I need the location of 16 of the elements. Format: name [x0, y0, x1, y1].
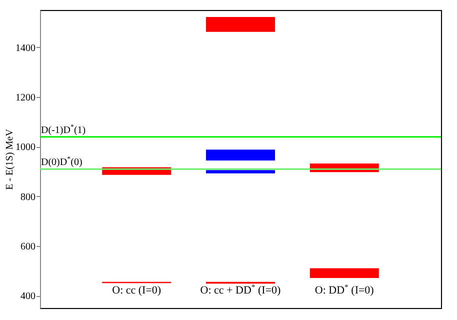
y-tick-label: 1000: [16, 142, 36, 154]
y-tick-label: 600: [20, 241, 36, 252]
bar: [206, 150, 275, 160]
bar: [310, 268, 379, 278]
y-axis-title: E - E(1S) MeV: [4, 128, 16, 190]
x-tick-label: O: cc + DD$^{*}$ (I=0): [200, 282, 282, 296]
y-tick-label: 800: [20, 192, 36, 203]
y-tick-label: 400: [20, 291, 36, 302]
x-tick-label: O: DD$^{*}$ (I=0): [314, 282, 374, 296]
y-tick-label: 1200: [16, 92, 36, 104]
ref-line-label: D(0)D$^{*}$(0): [41, 155, 82, 168]
bar: [206, 16, 275, 32]
y-tick-label: 1400: [16, 42, 36, 54]
bar: [206, 170, 275, 174]
ref-line-label: D(-1)D$^{*}$(1): [41, 122, 86, 136]
x-tick-label: O: cc (I=0): [112, 284, 162, 296]
